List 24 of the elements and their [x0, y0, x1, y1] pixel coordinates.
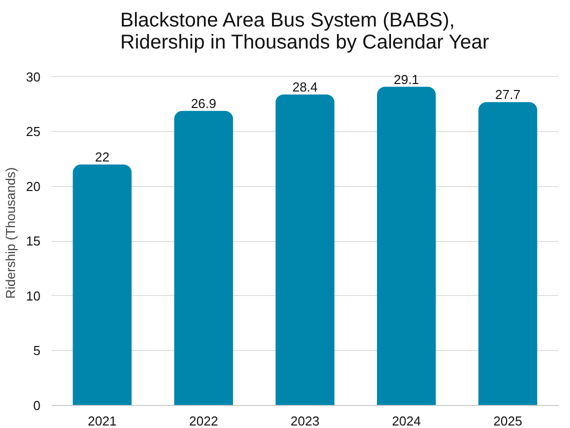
- bar: [276, 94, 334, 406]
- x-tick-label: 2025: [493, 414, 522, 428]
- y-tick-label: 30: [26, 69, 41, 84]
- data-label: 26.9: [190, 96, 216, 111]
- chart-title: Blackstone Area Bus System (BABS), Ridership in Thousands by Calendar Year: [120, 10, 490, 54]
- bar: [174, 110, 234, 406]
- data-label: 27.7: [495, 87, 520, 102]
- y-tick-label: 25: [26, 124, 41, 140]
- y-tick-label: 20: [26, 178, 41, 194]
- y-tick-label: 0: [33, 398, 41, 413]
- data-label: 29.1: [394, 72, 420, 87]
- x-tick-label: 2024: [392, 414, 421, 428]
- bar: [376, 86, 436, 406]
- x-tick-label: 2022: [189, 414, 218, 428]
- bar: [478, 102, 538, 406]
- y-tick-label: 15: [26, 234, 41, 249]
- x-tick-label: 2021: [88, 414, 117, 428]
- y-axis-title: Ridership (Thousands): [3, 167, 18, 299]
- data-label: 28.4: [292, 79, 318, 94]
- y-tick-label: 10: [26, 288, 41, 304]
- data-label: 22: [94, 150, 110, 165]
- x-tick-label: 2023: [290, 414, 320, 428]
- bar: [72, 164, 132, 406]
- y-tick-label: 5: [33, 343, 41, 358]
